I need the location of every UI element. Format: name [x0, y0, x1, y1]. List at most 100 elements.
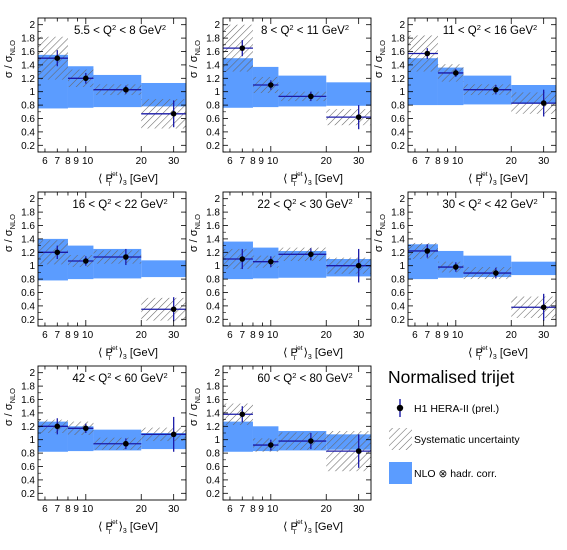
y-axis-label: σ / σNLO: [188, 388, 202, 426]
y-axis-label: σ / σNLO: [3, 388, 17, 426]
y-tick-label: 1.4: [391, 60, 405, 71]
y-tick-label: 0.2: [206, 315, 220, 326]
y-tick-label: 0.6: [206, 288, 220, 299]
plot-area: [408, 242, 556, 321]
y-tick-label: 1.8: [391, 208, 405, 219]
x-tick-label: 20: [506, 330, 518, 341]
chart-panel-3: 0.2 0.4 0.6 0.8 1 1.2 1.4 1.6 1.8 2 6 7 8 9 10 20 30 11 <…: [373, 17, 557, 188]
y-tick-label: 2: [29, 194, 35, 205]
y-tick-label: 0.4: [391, 127, 405, 138]
legend: Normalised trijet H1 HERA-II (prel.) Sys…: [388, 367, 520, 484]
data-point: [540, 304, 547, 311]
y-tick-label: 1.8: [206, 208, 220, 219]
y-tick-label: 0.6: [206, 462, 220, 473]
x-tick-label: 9: [73, 330, 79, 341]
y-tick-label: 1.6: [391, 47, 405, 58]
y-tick-label: 1.6: [21, 47, 35, 58]
data-point: [308, 93, 314, 100]
y-tick-label: 0.8: [206, 101, 220, 112]
y-tick-label: 0.8: [391, 275, 405, 286]
y-tick-label: 1: [29, 87, 35, 98]
x-tick-label: 6: [42, 156, 48, 167]
chart-panel-1: 0.2 0.4 0.6 0.8 1 1.2 1.4 1.6 1.8 2 6 7 8 9 10 20 30 5.5 …: [3, 17, 187, 188]
x-tick-label: 30: [168, 156, 180, 167]
panel-title: 30 < Q2 < 42 GeV2: [442, 197, 537, 211]
y-tick-label: 1.2: [206, 248, 220, 259]
x-tick-label: 7: [55, 504, 61, 515]
y-tick-label: 1: [214, 87, 220, 98]
data-point: [268, 82, 274, 88]
y-tick-label: 1.4: [206, 60, 220, 71]
x-tick-label: 10: [82, 504, 94, 515]
data-point: [453, 264, 459, 270]
x-tick-label: 8: [435, 156, 441, 167]
y-tick-label: 1.4: [206, 234, 220, 245]
x-tick-label: 7: [55, 156, 61, 167]
x-tick-label: 20: [506, 156, 518, 167]
x-tick-label: 30: [353, 156, 365, 167]
x-tick-label: 20: [136, 330, 148, 341]
data-point: [170, 306, 177, 313]
x-tick-label: 20: [136, 156, 148, 167]
y-tick-label: 1.2: [206, 422, 220, 433]
legend-entry-nlo: NLO ⊗ hadr. corr.: [389, 462, 497, 484]
legend-entry-syst: Systematic uncertainty: [389, 428, 520, 450]
panel-title: 42 < Q2 < 60 GeV2: [72, 371, 167, 385]
y-tick-label: 1: [399, 261, 405, 272]
chart-panel-7: 0.2 0.4 0.6 0.8 1 1.2 1.4 1.6 1.8 2 6 7 8 9 10 20 30 42 <…: [3, 365, 187, 536]
y-tick-label: 0.6: [391, 288, 405, 299]
y-tick-label: 0.2: [206, 489, 220, 500]
x-tick-label: 20: [321, 330, 333, 341]
data-point: [83, 258, 89, 264]
chart-panel-8: 0.2 0.4 0.6 0.8 1 1.2 1.4 1.6 1.8 2 6 7 8 9 10 20 30 60 <…: [188, 365, 372, 536]
y-tick-label: 1.8: [206, 34, 220, 45]
y-tick-label: 1.6: [21, 221, 35, 232]
y-tick-label: 1.8: [206, 382, 220, 393]
y-axis-label: σ / σNLO: [188, 40, 202, 78]
y-tick-label: 2: [399, 20, 405, 31]
x-tick-label: 7: [240, 330, 246, 341]
y-tick-label: 0.8: [21, 449, 35, 460]
y-tick-label: 0.6: [21, 114, 35, 125]
y-tick-label: 0.2: [391, 141, 405, 152]
data-point: [308, 251, 314, 258]
data-point-icon: [396, 404, 404, 412]
x-tick-label: 8: [65, 330, 71, 341]
y-tick-label: 2: [214, 194, 220, 205]
y-tick-label: 1.4: [391, 234, 405, 245]
data-point: [54, 55, 61, 61]
y-axis-label: σ / σNLO: [188, 214, 202, 252]
data-point: [170, 111, 177, 117]
y-tick-label: 1: [29, 261, 35, 272]
plot-area: [38, 36, 186, 129]
y-tick-label: 2: [29, 20, 35, 31]
x-axis-label: ⟨ P jet T ⟩3 [GeV]: [283, 345, 343, 362]
data-point: [54, 423, 61, 430]
x-tick-label: 8: [65, 504, 71, 515]
data-point: [268, 258, 274, 265]
x-tick-label: 30: [353, 330, 365, 341]
data-point: [239, 411, 246, 418]
x-axis-label: ⟨ P jet T ⟩3 [GeV]: [98, 519, 158, 536]
band-icon: [389, 462, 412, 484]
x-tick-label: 30: [168, 504, 180, 515]
data-point: [493, 86, 499, 93]
x-tick-label: 10: [82, 156, 94, 167]
nlo-band: [511, 261, 556, 276]
plot-area: [408, 35, 556, 117]
data-point: [123, 254, 129, 260]
x-tick-label: 9: [258, 504, 264, 515]
panel-title: 16 < Q2 < 22 GeV2: [72, 197, 167, 211]
data-point: [54, 249, 61, 256]
legend-entry-data: H1 HERA-II (prel.): [396, 399, 499, 417]
y-tick-label: 1.2: [21, 248, 35, 259]
x-tick-label: 6: [227, 330, 233, 341]
x-tick-label: 7: [425, 330, 431, 341]
data-point: [268, 442, 274, 448]
y-tick-label: 1.6: [21, 395, 35, 406]
data-point: [83, 75, 89, 82]
y-tick-label: 0.6: [206, 114, 220, 125]
y-axis-label: σ / σNLO: [373, 214, 387, 252]
x-tick-label: 10: [267, 156, 279, 167]
legend-label-syst: Systematic uncertainty: [414, 434, 520, 446]
